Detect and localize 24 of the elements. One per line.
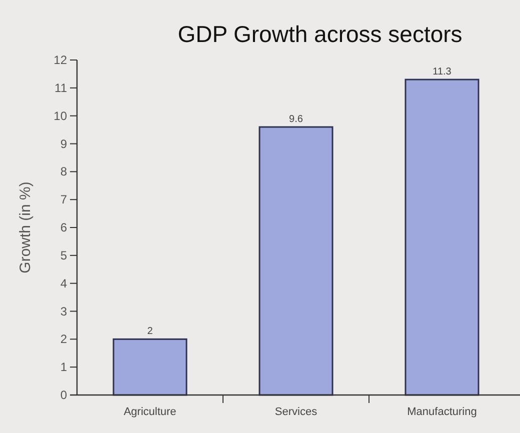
y-tick-label: 7: [60, 192, 68, 207]
y-tick-label: 8: [60, 164, 68, 179]
y-tick-label: 12: [54, 53, 68, 67]
x-tick-label: Services: [274, 406, 318, 418]
data-label: 9.6: [289, 114, 304, 125]
y-tick-label: 11: [54, 80, 68, 95]
y-tick-label: 0: [60, 388, 68, 402]
y-tick-label: 6: [60, 220, 68, 234]
y-tick-label: 2: [60, 332, 68, 346]
chart-title: GDP Growth across sectors: [178, 21, 462, 47]
x-tick-label: Manufacturing: [407, 406, 477, 418]
y-tick-label: 9: [60, 136, 68, 151]
data-label: 2: [147, 326, 154, 338]
bar: [258, 126, 334, 396]
y-tick-label: 4: [60, 276, 68, 290]
y-tick-label: 3: [60, 304, 68, 318]
y-tick-label: 1: [60, 360, 68, 374]
y-tick-label: 5: [60, 248, 68, 262]
y-tick-label: 10: [54, 108, 68, 123]
bar: [112, 338, 188, 396]
x-tick-label: Agriculture: [124, 406, 176, 418]
bar: [404, 78, 480, 396]
y-axis-title: Growth (in %): [17, 182, 34, 274]
data-label: 11.3: [432, 66, 452, 78]
